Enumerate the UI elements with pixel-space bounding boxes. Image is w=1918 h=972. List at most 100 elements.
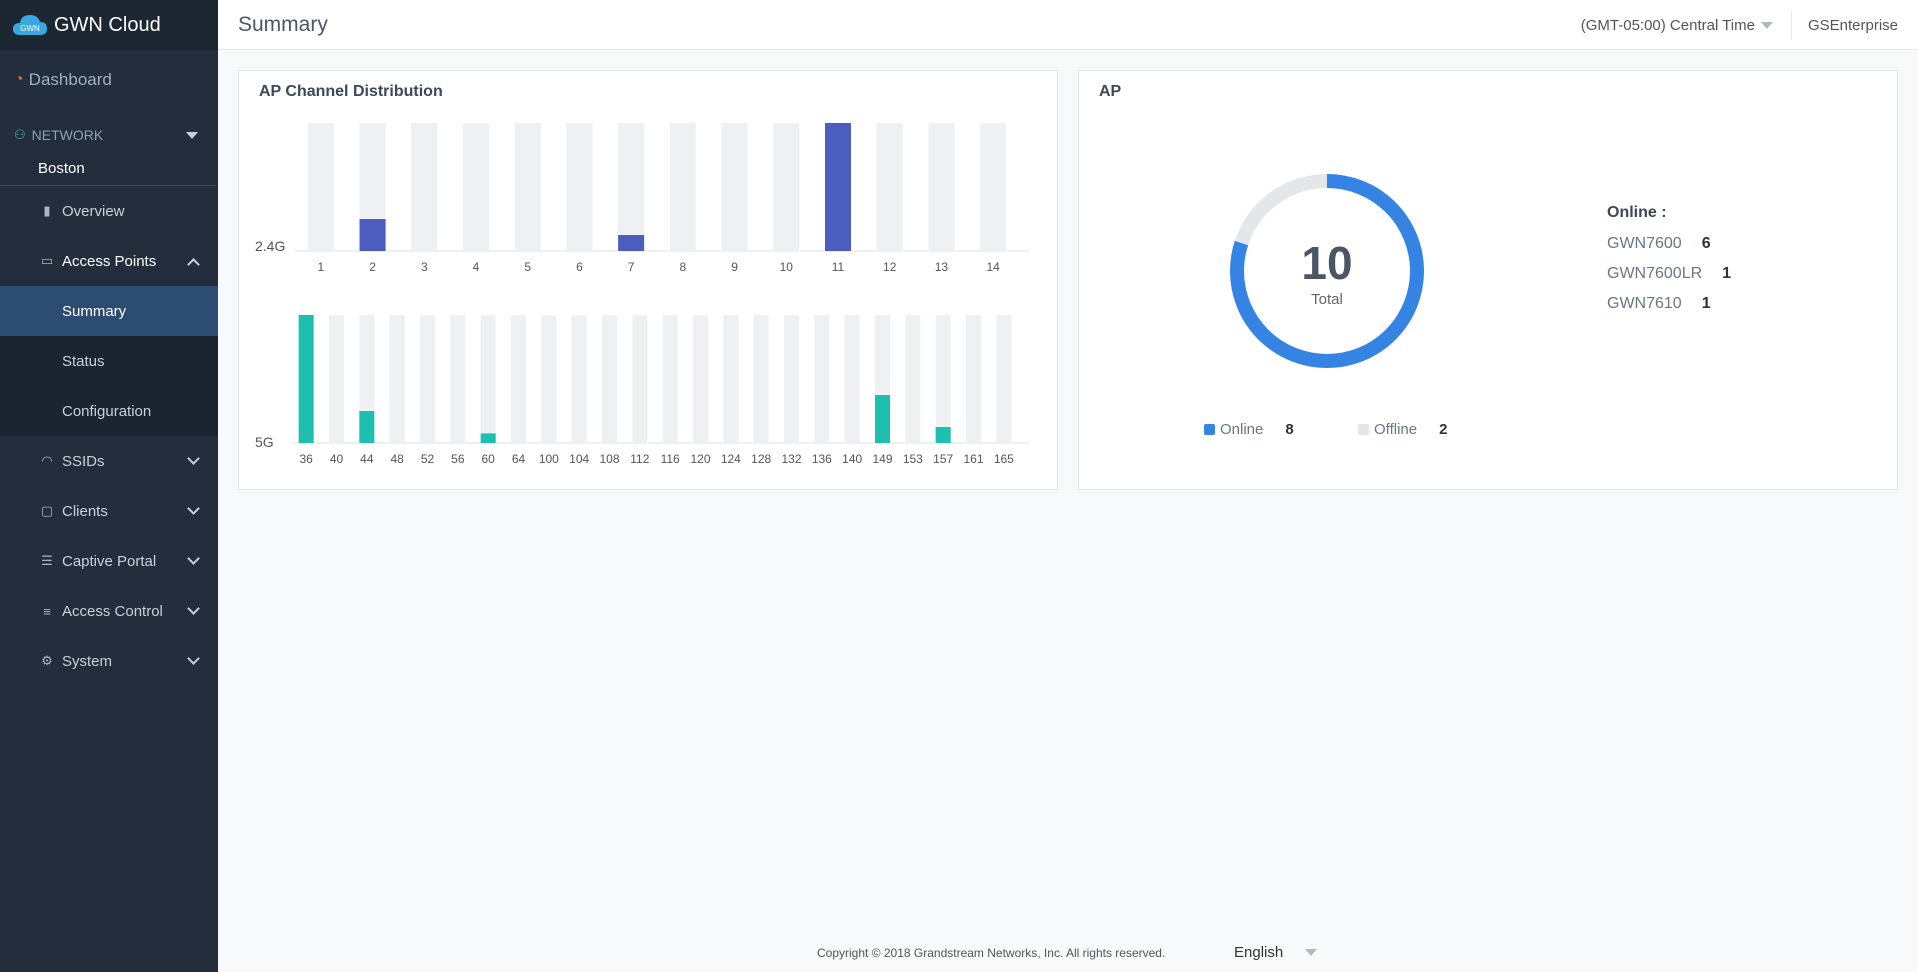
model-name: GWN7600LR	[1607, 265, 1703, 282]
bar-track	[693, 315, 708, 443]
access-point-icon: ▭	[40, 253, 54, 268]
bar-track	[905, 315, 921, 443]
header-right: (GMT-05:00) Central Time GSEnterprise	[1581, 0, 1918, 50]
sidebar-item-access-control[interactable]: ≡ Access Control	[0, 586, 218, 636]
bar-channel-149[interactable]	[875, 395, 890, 443]
model-count: 1	[1701, 295, 1711, 312]
bar-track	[307, 123, 334, 251]
tick-label: 40	[330, 452, 344, 466]
language-label: English	[1234, 944, 1284, 961]
online-heading: Online :	[1607, 204, 1667, 221]
tick-label: 100	[539, 452, 559, 466]
tick-label: 1	[318, 260, 325, 274]
sidebar-item-status[interactable]: Status	[0, 336, 218, 386]
bar-track	[996, 315, 1012, 443]
tick-label: 149	[872, 452, 892, 466]
page-title: Summary	[238, 12, 328, 36]
sidebar-item-label: Access Control	[62, 602, 163, 620]
bar-track	[662, 315, 678, 443]
model-row: GWN7610 1	[1607, 289, 1731, 319]
tick-label: 153	[903, 452, 923, 466]
tick-label: 132	[781, 452, 801, 466]
bar-track	[571, 315, 587, 443]
top-header: Summary (GMT-05:00) Central Time GSEnter…	[218, 0, 1918, 50]
bar-track	[480, 315, 496, 443]
sidebar-item-label: Overview	[62, 202, 125, 220]
sidebar-item-overview[interactable]: ▮ Overview	[0, 186, 218, 236]
offline-swatch	[1358, 424, 1369, 435]
sidebar-item-label: Clients	[62, 502, 108, 520]
sidebar-item-label: Access Points	[62, 252, 157, 270]
bar-channel-157[interactable]	[935, 427, 951, 443]
model-row: GWN7600 6	[1607, 229, 1731, 259]
tick-label: 165	[994, 452, 1014, 466]
total-label: Total	[1311, 291, 1343, 308]
user-account[interactable]: GSEnterprise	[1807, 16, 1898, 34]
model-count: 6	[1701, 235, 1711, 252]
chevron-down-icon	[187, 602, 200, 615]
tick-label: 5	[524, 260, 531, 274]
tick-label: 11	[832, 260, 845, 274]
bar-track	[566, 123, 593, 251]
tick-label: 3	[421, 260, 428, 274]
wifi-icon: ◠	[41, 453, 53, 468]
bar-track	[980, 123, 1007, 251]
sidebar-item-label: Dashboard	[28, 70, 112, 89]
donut-online-slice[interactable]	[1230, 174, 1424, 368]
bar-track	[669, 123, 696, 251]
timezone-dropdown[interactable]: (GMT-05:00) Central Time	[1581, 10, 1792, 40]
tick-label: 140	[842, 452, 862, 466]
tick-label: 8	[680, 260, 687, 274]
language-dropdown[interactable]: English	[1234, 944, 1318, 961]
bar-channel-60[interactable]	[480, 433, 496, 443]
card-title: AP Channel Distribution	[259, 83, 443, 100]
bar-track	[329, 315, 344, 443]
network-selector[interactable]: ⚇ NETWORK	[0, 118, 218, 152]
tick-label: 136	[812, 452, 832, 466]
bar-channel-44[interactable]	[359, 411, 375, 443]
bar-track	[511, 315, 526, 443]
cloud-logo-icon: GWN	[12, 13, 48, 37]
sidebar-item-label: Summary	[62, 302, 127, 320]
bar-track	[723, 315, 739, 443]
tick-label: 60	[481, 452, 495, 466]
access-points-submenu: Summary Status Configuration	[0, 286, 218, 436]
sliders-icon: ≡	[43, 603, 51, 619]
bar-chart-icon: ▮	[43, 203, 51, 218]
tick-label: 4	[473, 260, 480, 274]
bar-track	[814, 315, 830, 443]
bar-channel-7[interactable]	[618, 235, 645, 251]
ap-status-donut	[1230, 174, 1424, 368]
bar-channel-36[interactable]	[298, 315, 314, 443]
chevron-down-icon	[187, 652, 200, 665]
caret-down-icon	[1760, 21, 1773, 29]
online-models: Online : GWN7600 6 GWN7600LR 1 GWN7610 1	[1607, 204, 1731, 319]
tick-label: 120	[690, 452, 710, 466]
sidebar-item-configuration[interactable]: Configuration	[0, 386, 218, 436]
site-name[interactable]: Boston	[0, 152, 216, 186]
bar-track	[389, 315, 405, 443]
list-icon: ☰	[41, 553, 53, 568]
bar-track	[784, 315, 799, 443]
sidebar: GWN GWN Cloud ◔ Dashboard ⚇ NETWORK Bost…	[0, 0, 218, 972]
tick-label: 7	[628, 260, 635, 274]
sidebar-item-captive-portal[interactable]: ☰ Captive Portal	[0, 536, 218, 586]
sidebar-item-system[interactable]: ⚙ System	[0, 636, 218, 686]
tick-label: 6	[576, 260, 583, 274]
sidebar-item-ssids[interactable]: ◠ SSIDs	[0, 436, 218, 486]
devices-icon: ▢	[40, 503, 54, 518]
caret-down-icon	[1305, 949, 1318, 956]
bar-channel-2[interactable]	[359, 219, 386, 251]
bar-track	[411, 123, 438, 251]
sidebar-item-summary[interactable]: Summary	[0, 286, 218, 336]
chevron-down-icon	[187, 452, 200, 465]
bar-channel-11[interactable]	[825, 123, 851, 251]
sidebar-item-label: SSIDs	[62, 452, 105, 470]
bar-track	[966, 315, 981, 443]
sidebar-item-dashboard[interactable]: ◔ Dashboard	[0, 50, 218, 110]
bar-track	[602, 315, 617, 443]
brand-bar[interactable]: GWN GWN Cloud	[0, 0, 218, 50]
sidebar-item-access-points[interactable]: ▭ Access Points	[0, 236, 218, 286]
sidebar-item-clients[interactable]: ▢ Clients	[0, 486, 218, 536]
